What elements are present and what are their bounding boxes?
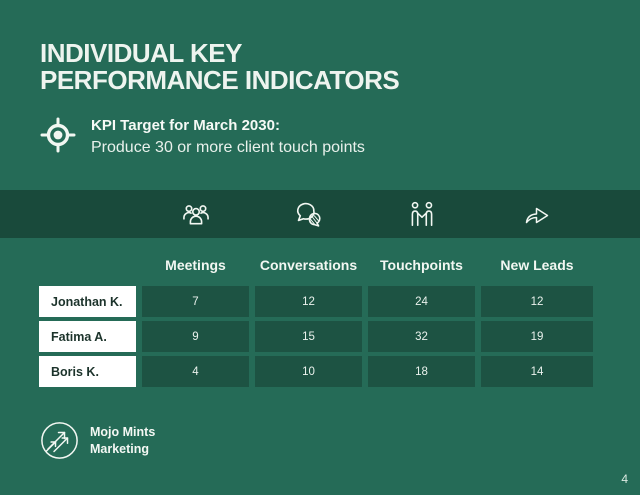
kpi-text: KPI Target for March 2030: Produce 30 or…: [91, 116, 365, 158]
growth-arrows-circle-icon: [41, 422, 78, 459]
page-title-line1: INDIVIDUAL KEY: [40, 38, 243, 68]
table-cell: 32: [368, 321, 475, 352]
handshake-people-icon: [411, 201, 432, 226]
header-meetings: Meetings: [165, 257, 226, 273]
target-icon: [40, 117, 76, 153]
table-cell: 24: [368, 286, 475, 317]
header-spacer: [39, 254, 136, 276]
table-cell: 4: [142, 356, 249, 387]
chat-bubbles-icon: [296, 202, 321, 227]
table-cell: 19: [481, 321, 593, 352]
icon-band: [0, 190, 640, 238]
table-cell: 12: [255, 286, 362, 317]
header-new-leads: New Leads: [500, 257, 574, 273]
page-number: 4: [621, 472, 628, 486]
brand-footer: Mojo Mints Marketing: [40, 421, 155, 460]
brand-line2: Marketing: [90, 441, 150, 456]
page-title: INDIVIDUAL KEY PERFORMANCE INDICATORS: [40, 38, 400, 95]
brand-line1: Mojo Mints: [90, 424, 156, 439]
kpi-heading: KPI Target for March 2030:: [91, 117, 280, 134]
table-cell: 14: [481, 356, 593, 387]
icon-band-grid: [39, 190, 593, 238]
brand-name: Mojo Mints Marketing: [90, 424, 155, 458]
touchpoints-icon-cell: [368, 190, 475, 238]
kpi-table: Jonathan K. 7 12 24 12 Fatima A. 9 15 32…: [39, 286, 593, 387]
meetings-icon-cell: [142, 190, 249, 238]
kpi-subtext: Produce 30 or more client touch points: [91, 139, 365, 156]
icon-band-spacer: [39, 190, 136, 238]
header-touchpoints: Touchpoints: [380, 257, 463, 273]
share-arrow-icon: [525, 207, 549, 224]
new-leads-icon-cell: [481, 190, 593, 238]
table-cell: 18: [368, 356, 475, 387]
table-cell: 7: [142, 286, 249, 317]
table-cell: 12: [481, 286, 593, 317]
header-conversations: Conversations: [259, 257, 358, 273]
table-cell: 9: [142, 321, 249, 352]
page-title-line2: PERFORMANCE INDICATORS: [40, 65, 400, 95]
table-cell: 10: [255, 356, 362, 387]
row-name-fatima: Fatima A.: [39, 321, 136, 352]
row-name-jonathan: Jonathan K.: [39, 286, 136, 317]
row-name-boris: Boris K.: [39, 356, 136, 387]
kpi-target-block: KPI Target for March 2030: Produce 30 or…: [40, 116, 365, 158]
group-of-people-icon: [182, 205, 209, 225]
table-header-row: Meetings Conversations Touchpoints New L…: [39, 254, 593, 276]
conversations-icon-cell: [255, 190, 362, 238]
table-cell: 15: [255, 321, 362, 352]
